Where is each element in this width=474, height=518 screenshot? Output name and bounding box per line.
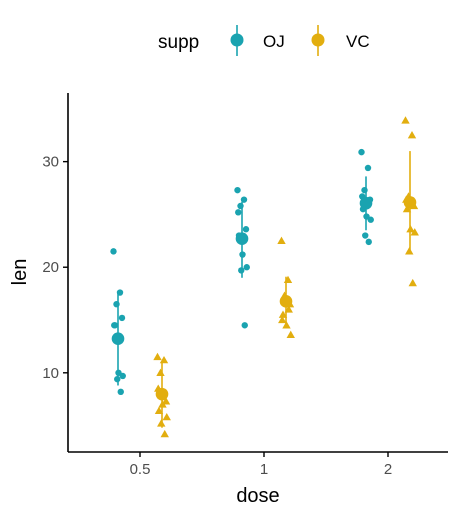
- vc-data-point: [401, 116, 410, 124]
- y-axis-ticks: 10 20 30: [42, 154, 68, 382]
- plot-marks: [110, 116, 419, 438]
- oj-data-point: [358, 148, 365, 156]
- oj-mean-point: [359, 196, 373, 210]
- oj-data-point: [235, 209, 242, 216]
- x-axis-ticks: 0.5 1 2: [130, 452, 392, 478]
- vc-data-point: [408, 278, 417, 287]
- vc-data-point: [156, 368, 165, 376]
- x-axis-title: dose: [236, 485, 279, 507]
- oj-data-point: [119, 372, 126, 380]
- legend-label-oj: OJ: [263, 32, 285, 51]
- oj-data-point: [234, 186, 241, 194]
- vc-data-point: [154, 406, 164, 414]
- oj-data-point: [111, 322, 118, 329]
- x-tick-label: 1: [260, 461, 268, 478]
- oj-data-point: [243, 264, 250, 271]
- legend-label-vc: VC: [346, 32, 370, 51]
- vc-data-point: [161, 397, 171, 405]
- oj-data-point: [362, 232, 369, 239]
- legend-title: supp: [158, 32, 199, 53]
- legend-key-vc: [311, 25, 325, 56]
- y-axis-title: len: [9, 259, 31, 286]
- oj-data-point: [242, 226, 250, 233]
- oj-mean-point: [111, 332, 125, 346]
- y-tick-label: 30: [42, 154, 59, 171]
- vc-data-point: [286, 330, 295, 338]
- vc-data-point: [278, 315, 287, 324]
- oj-data-point: [241, 322, 248, 329]
- x-tick-label: 2: [384, 461, 392, 478]
- legend: supp OJ VC: [158, 25, 370, 56]
- oj-data-point: [110, 248, 117, 255]
- vc-data-point: [162, 412, 171, 421]
- vc-mean-point: [403, 196, 417, 209]
- oj-data-point: [118, 314, 126, 322]
- oj-data-point: [365, 238, 372, 246]
- oj-data-point: [367, 216, 374, 223]
- vc-mean-point: [279, 295, 293, 308]
- x-tick-label: 0.5: [130, 461, 151, 478]
- y-tick-label: 20: [42, 259, 59, 276]
- vc-data-point: [402, 204, 412, 213]
- vc-data-point: [278, 310, 288, 318]
- vc-mean-point: [155, 387, 169, 401]
- oj-data-point: [117, 388, 124, 396]
- oj-data-point: [240, 196, 248, 203]
- legend-key-vc-marker: [311, 33, 325, 47]
- legend-key-oj: [230, 25, 244, 56]
- oj-data-point: [364, 164, 372, 172]
- vc-data-point: [407, 131, 417, 139]
- vc-data-point: [277, 236, 286, 244]
- vc-data-point: [410, 228, 419, 236]
- legend-key-oj-marker: [230, 33, 244, 47]
- y-tick-label: 10: [42, 365, 59, 382]
- vc-data-point: [283, 275, 293, 284]
- oj-mean-point: [235, 232, 249, 246]
- vc-data-point: [153, 352, 162, 361]
- vc-data-point: [160, 429, 169, 438]
